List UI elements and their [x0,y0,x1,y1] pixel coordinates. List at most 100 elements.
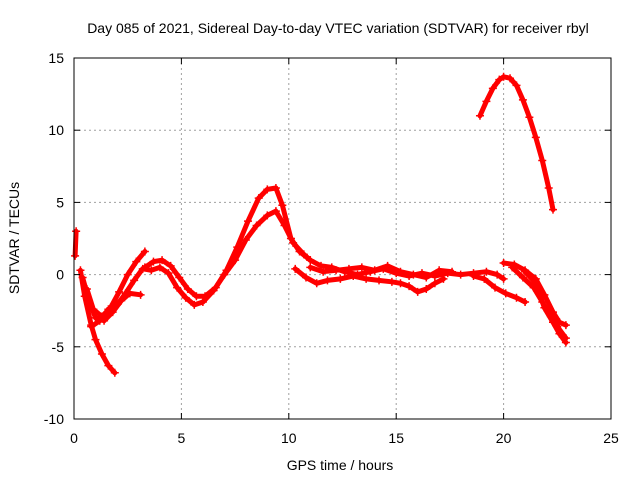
grid-lines [74,58,611,419]
data-point [413,287,422,296]
data-point [448,267,457,276]
series-track-9 [469,272,530,307]
series-track-5 [87,207,315,331]
data-point [396,267,405,276]
data-point [482,267,491,276]
data-point [531,279,540,288]
data-point [430,279,439,288]
data-point [89,305,98,314]
data-point [175,273,184,282]
data-point [71,251,80,260]
data-point [91,335,100,344]
data-point [295,247,304,256]
series-track-13 [475,72,558,214]
data-point [344,264,353,273]
data-point [336,274,345,283]
x-tick-label: 5 [178,430,186,446]
y-tick-label: 15 [48,50,64,66]
data-point [241,235,250,244]
data-point [405,282,414,291]
data-point [132,257,141,266]
y-axis-label: SDTVAR / TECUs [6,182,22,294]
data-point [518,95,527,104]
x-axis-label: GPS time / hours [287,457,394,473]
data-point [149,257,158,266]
data-point [181,293,190,302]
data-point [538,156,547,165]
series-line [84,249,148,319]
data-point [512,81,521,90]
data-point [475,111,484,120]
data-point [518,273,527,282]
data-point [521,267,530,276]
data-point [544,183,553,192]
tick-labels: 0 5 10 15 20 25 -10 -5 0 5 10 15 [44,50,619,446]
data-point [91,313,100,322]
data-point [540,303,549,312]
data-point [252,221,261,230]
data-point [192,292,201,301]
data-point [499,274,508,283]
y-tick-label: 5 [56,194,64,210]
data-point [112,300,121,309]
series-track-12 [521,267,570,347]
data-point [396,279,405,288]
data-point [87,322,96,331]
data-point [508,263,517,272]
data-point [190,300,199,309]
data-point [506,74,515,83]
data-point [130,276,139,285]
data-point [254,194,263,203]
data-point [499,72,508,81]
data-point [222,266,231,275]
x-tick-label: 15 [388,430,404,446]
data-point [123,270,132,279]
data-point [531,133,540,142]
x-tick-label: 0 [70,430,78,446]
data-point [362,274,371,283]
axis-ticks [73,57,612,420]
data-point [456,270,465,279]
data-point [291,264,300,273]
y-tick-label: -10 [44,411,64,427]
data-point [501,289,510,298]
data-point [104,305,113,314]
data-point [78,273,87,282]
data-point [525,113,534,122]
data-point [104,361,113,370]
series-track-7 [291,264,448,296]
series-track-2 [76,266,119,377]
data-point [422,285,431,294]
data-point [561,321,570,330]
data-point [158,256,167,265]
y-tick-label: -5 [52,339,65,355]
data-point [387,277,396,286]
series-track-1 [71,227,81,260]
data-point [480,274,489,283]
data-point [243,217,252,226]
data-point [263,185,272,194]
data-point [271,183,280,192]
data-point [115,287,124,296]
data-point [136,290,145,299]
data-point [278,201,287,210]
data-point [198,298,207,307]
data-point [435,266,444,275]
x-tick-label: 25 [603,430,619,446]
data-point [469,272,478,281]
data-point [140,247,149,256]
data-point [357,263,366,272]
data-point [409,270,418,279]
data-point [549,318,558,327]
data-point [422,273,431,282]
x-tick-label: 10 [281,430,297,446]
data-point [491,283,500,292]
data-point [370,266,379,275]
data-point [263,211,272,220]
data-point [439,274,448,283]
data-marks [71,72,570,377]
data-point [488,84,497,93]
data-point [375,276,384,285]
data-point [110,368,119,377]
data-point [499,259,508,268]
